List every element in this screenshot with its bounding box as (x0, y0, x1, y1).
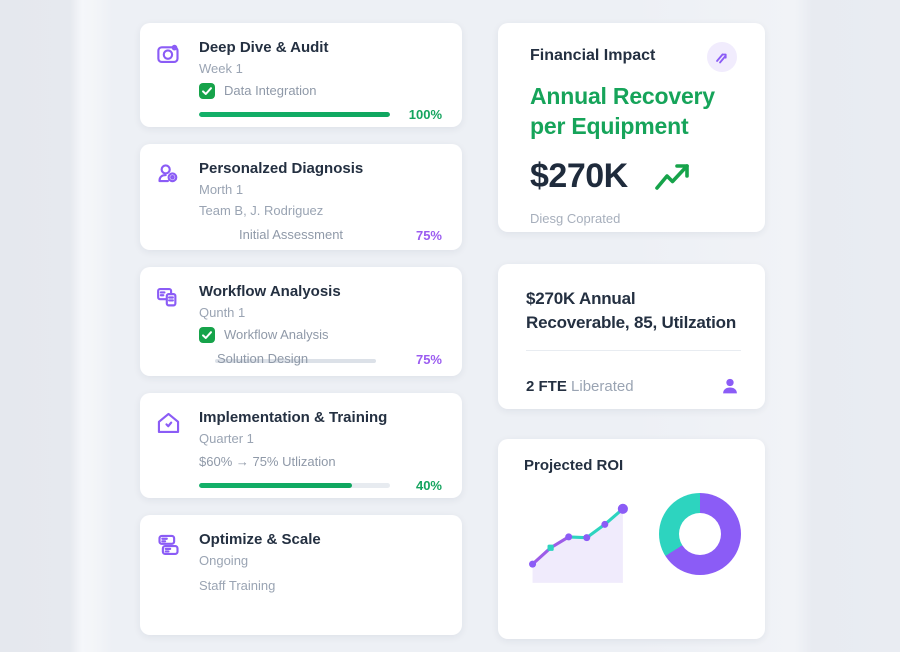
donut-hole (679, 513, 721, 555)
summary-card[interactable]: $270K Annual Recoverable, 85, Utilzation… (498, 264, 765, 409)
phase-metric: $60% → 75% Utlization (199, 454, 336, 469)
recovery-value: $270K (530, 157, 628, 195)
user-icon (719, 375, 741, 397)
projected-roi-card[interactable]: Projected ROI (498, 439, 765, 639)
progress-percent: 100% (408, 107, 442, 122)
financial-impact-label: Financial Impact (530, 47, 656, 64)
trend-up-icon[interactable] (707, 42, 737, 72)
task-label: Data Integration (224, 83, 317, 98)
growth-arrow-icon (654, 161, 694, 193)
progress-percent: 75% (415, 351, 442, 367)
phase-title: Workflow Analyosis (199, 283, 341, 300)
progress-percent: 40% (415, 478, 442, 493)
task-label: Workflow Analysis (224, 327, 329, 342)
phase-subtitle: Quarter 1 (199, 431, 254, 446)
subtask-track (215, 359, 376, 363)
phase-title: Implementation & Training (199, 409, 388, 426)
home-icon (155, 408, 185, 484)
user-scan-icon (155, 159, 185, 236)
checkbox-checked-icon[interactable] (199, 83, 215, 99)
phase-subtitle: Week 1 (199, 61, 243, 76)
phase-title: Personalzed Diagnosis (199, 160, 364, 177)
subtask-label: Solution Design (217, 351, 309, 366)
phase-card-optimize[interactable]: Optimize & Scale Ongoing Staff Training (140, 515, 462, 635)
metrics-column: Financial Impact Annual Recovery per Equ… (498, 23, 765, 639)
divider (526, 350, 741, 351)
task-label: Initial Assessment (239, 227, 344, 242)
financial-headline: Annual Recovery per Equipment (530, 83, 715, 139)
phase-card-deep-dive[interactable]: Deep Dive & Audit Week 1 Data Integratio… (140, 23, 462, 127)
screens-icon (155, 282, 185, 362)
phase-team: Team B, J. Rodriguez (199, 203, 324, 218)
financial-caption: Diesg Coprated (530, 211, 621, 226)
roi-line-chart (529, 503, 628, 583)
stack-icon (155, 530, 185, 621)
phase-subtitle: Qunth 1 (199, 305, 246, 320)
fte-text: 2 FTE Liberated (526, 377, 634, 395)
phases-column: Deep Dive & Audit Week 1 Data Integratio… (140, 23, 462, 652)
phase-card-diagnosis[interactable]: Personalzed Diagnosis Morth 1 Team B, J.… (140, 144, 462, 250)
phase-card-implementation[interactable]: Implementation & Training Quarter 1 $60%… (140, 393, 462, 498)
financial-impact-card[interactable]: Financial Impact Annual Recovery per Equ… (498, 23, 765, 232)
progress-fill (199, 483, 352, 488)
summary-headline: $270K Annual Recoverable, 85, Utilzation (526, 289, 737, 332)
progress-fill (199, 112, 390, 117)
phase-title: Optimize & Scale (199, 531, 321, 548)
progress-track (199, 483, 390, 488)
checkbox-checked-icon[interactable] (199, 327, 215, 343)
phase-title: Deep Dive & Audit (199, 39, 329, 56)
progress-track (199, 112, 390, 117)
progress-percent: 75% (415, 227, 442, 243)
camera-icon (155, 38, 185, 113)
phase-subtitle: Ongoing (199, 553, 249, 568)
phase-card-workflow[interactable]: Workflow Analyosis Qunth 1 Workflow Anal… (140, 267, 462, 376)
roi-title: Projected ROI (524, 457, 624, 474)
phase-subtitle: Morth 1 (199, 182, 244, 197)
task-label: Staff Training (199, 578, 276, 593)
roi-donut-chart (659, 493, 741, 575)
